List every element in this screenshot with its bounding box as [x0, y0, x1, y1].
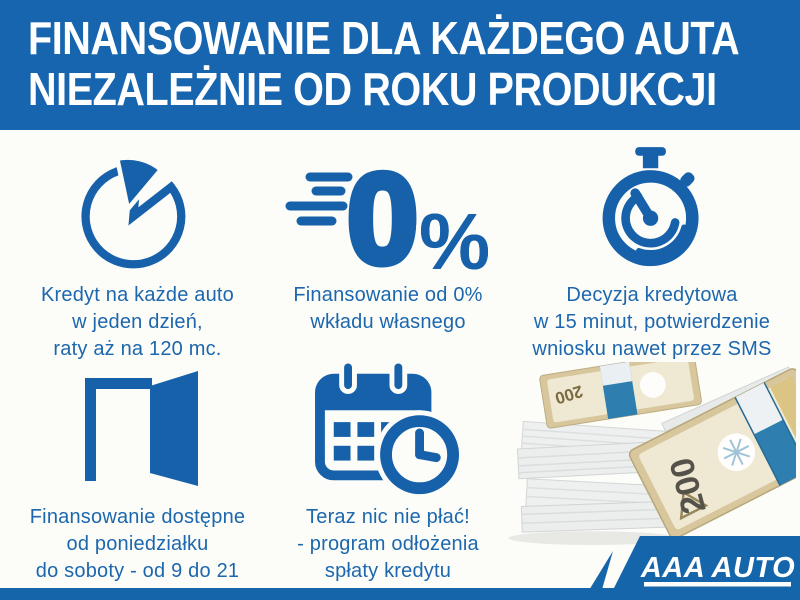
caption-line: raty aż na 120 mc.	[53, 338, 222, 360]
calendar-clock-icon	[308, 358, 468, 502]
open-door-icon	[68, 358, 208, 502]
caption-line: Finansowanie dostępne	[29, 506, 246, 528]
percent-glyph: %	[419, 197, 490, 273]
percent-glyph-fill: %	[419, 197, 490, 273]
caption-line: Kredyt na każde auto	[40, 284, 234, 306]
pie-chart-icon	[69, 140, 207, 280]
caption-line: do soboty - od 9 do 21	[35, 560, 240, 582]
speed-lines-icon	[285, 172, 352, 225]
header-banner: FINANSOWANIE DLA KAŻDEGO AUTA NIEZALEŻNI…	[0, 0, 800, 130]
stopwatch-icon	[592, 140, 712, 280]
feature-caption: Teraz nic nie płać! - program odłożenia …	[297, 504, 479, 585]
header-title-line1: FINANSOWANIE DLA KAŻDEGO AUTA	[28, 12, 740, 64]
feature-fast-decision: Decyzja kredytowa w 15 minut, potwierdze…	[508, 140, 796, 363]
caption-line: wniosku nawet przez SMS	[532, 338, 772, 360]
feature-availability: Finansowanie dostępne od poniedziałku do…	[10, 358, 265, 585]
header-title-line2: NIEZALEŻNIE OD ROKU PRODUKCJI	[28, 63, 717, 115]
caption-line: od poniedziałku	[66, 533, 209, 555]
caption-line: Teraz nic nie płać!	[306, 506, 470, 528]
caption-line: Decyzja kredytowa	[566, 284, 738, 306]
logo-stripe-triangle	[583, 551, 613, 600]
caption-line: Finansowanie od 0%	[293, 284, 483, 306]
caption-line: - program odłożenia	[297, 533, 479, 555]
logo-text: AAA AUTO	[640, 552, 795, 584]
money-stacks-image: 200 200	[508, 351, 800, 550]
caption-line: w jeden dzień,	[72, 311, 203, 333]
caption-line: w 15 minut, potwierdzenie	[533, 311, 771, 333]
zero-percent-icon: 0 % %	[281, 140, 496, 280]
feature-caption: Kredyt na każde auto w jeden dzień, raty…	[41, 282, 234, 363]
logo-underline	[644, 582, 791, 587]
feature-caption: Finansowanie od 0% wkładu własnego	[293, 282, 482, 336]
aaa-auto-logo: AAA AUTO	[570, 536, 800, 600]
feature-credit-every-car: Kredyt na każde auto w jeden dzień, raty…	[10, 140, 265, 363]
feature-zero-percent: 0 % % Finansowanie od 0% wkładu własnego	[268, 140, 508, 336]
caption-line: wkładu własnego	[310, 311, 466, 333]
feature-caption: Finansowanie dostępne od poniedziałku do…	[30, 504, 245, 585]
zero-glyph: 0	[347, 148, 418, 273]
caption-line: spłaty kredytu	[324, 560, 452, 582]
feature-caption: Decyzja kredytowa w 15 minut, potwierdze…	[532, 282, 771, 363]
feature-defer-payment: Teraz nic nie płać! - program odłożenia …	[268, 358, 508, 585]
